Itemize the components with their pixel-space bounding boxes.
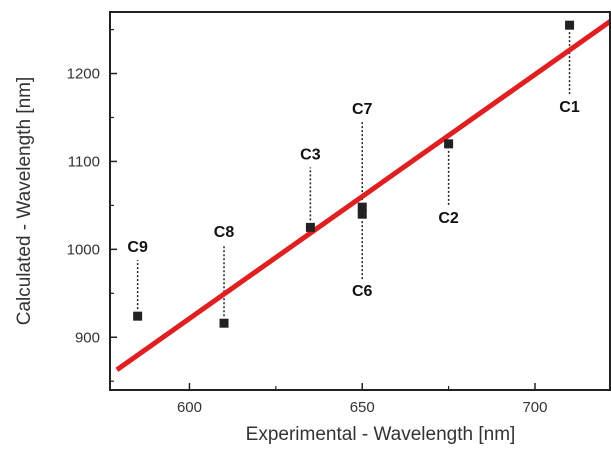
point-label-c7: C7	[352, 101, 373, 118]
point-c3	[305, 222, 315, 232]
y-tick-label-1200: 1200	[67, 66, 100, 83]
x-axis-label: Experimental - Wavelength [nm]	[246, 424, 516, 445]
data-points	[133, 20, 575, 328]
x-tick-label-600: 600	[177, 399, 202, 416]
point-c8	[219, 318, 229, 328]
point-c6	[357, 209, 367, 219]
y-tick-label-1000: 1000	[67, 241, 100, 258]
point-c1	[565, 20, 575, 30]
point-label-c8: C8	[214, 224, 235, 241]
ticks-layer: 600 650 700 900 1000 1100 1200	[67, 28, 548, 416]
point-label-c6: C6	[352, 283, 373, 300]
y-tick-label-1100: 1100	[68, 153, 100, 170]
leader-lines	[136, 32, 571, 317]
point-c7	[357, 202, 367, 212]
point-label-c1: C1	[559, 99, 580, 116]
fit-line	[115, 18, 611, 372]
x-tick-label-700: 700	[522, 399, 547, 416]
point-label-c9: C9	[127, 239, 148, 256]
point-labels: C1 C2 C3 C6 C7 C8 C9	[127, 99, 579, 300]
y-tick-label-900: 900	[75, 329, 100, 346]
point-c2	[444, 139, 454, 149]
fit-line-layer	[115, 18, 611, 372]
point-label-c3: C3	[300, 146, 321, 163]
point-c9	[133, 311, 143, 321]
y-axis-label: Calculated - Wavelength [nm]	[14, 77, 35, 326]
x-tick-label-650: 650	[350, 399, 375, 416]
point-label-c2: C2	[438, 210, 459, 227]
plot-frame	[109, 11, 611, 391]
